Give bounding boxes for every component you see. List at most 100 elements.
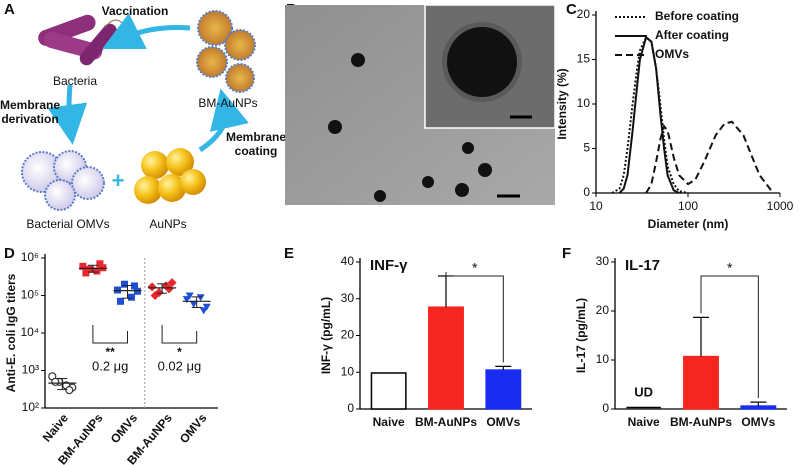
dot xyxy=(202,303,211,311)
step-label: Membrane xyxy=(0,98,60,112)
x-axis-label: Diameter (nm) xyxy=(648,217,729,231)
x-tick-label: BM-AuNPs xyxy=(415,415,477,429)
x-tick-label: 1000 xyxy=(767,199,794,213)
bar xyxy=(683,355,719,410)
plus-sign: + xyxy=(112,168,125,193)
panel-label: C xyxy=(566,1,577,18)
y-tick-label: 0 xyxy=(583,185,590,199)
bracket xyxy=(161,325,198,344)
bar xyxy=(485,369,522,410)
x-tick-label: BM-AuNPs xyxy=(670,415,732,429)
dot xyxy=(96,260,104,268)
bar xyxy=(370,372,407,410)
y-tick-label: 10 xyxy=(341,364,355,378)
chart-title: IL-17 xyxy=(625,257,660,274)
step-label: Vaccination xyxy=(102,4,169,18)
significance: * xyxy=(472,260,478,276)
x-tick-label: OMVs xyxy=(108,411,141,446)
y-tick-label: 10⁶ xyxy=(21,250,39,264)
legend-label: Before coating xyxy=(655,9,739,23)
y-tick-label: 0 xyxy=(347,401,354,415)
panel-label: E xyxy=(284,245,294,262)
bracket xyxy=(445,271,504,363)
series-line xyxy=(645,120,772,194)
step-label: derivation xyxy=(1,112,58,126)
x-tick-label: OMVs xyxy=(741,415,775,429)
y-axis-label: Anti-E. coli IgG titers xyxy=(4,273,18,392)
dot xyxy=(199,307,208,315)
dot xyxy=(196,294,205,302)
panel-label: F xyxy=(562,245,571,262)
x-tick-label: 10 xyxy=(589,199,603,213)
dot xyxy=(134,287,141,295)
y-tick-label: 10³ xyxy=(22,363,39,377)
tem-image xyxy=(285,4,556,205)
dot xyxy=(121,280,128,288)
y-tick-label: 10 xyxy=(596,352,610,366)
dot xyxy=(164,284,174,294)
bracket xyxy=(700,275,759,399)
dot xyxy=(51,377,60,386)
dose-label: 0.02 μg xyxy=(158,358,202,373)
dot xyxy=(167,278,177,288)
y-tick-label: 10 xyxy=(577,96,591,110)
y-tick-label: 10⁵ xyxy=(21,288,39,302)
step-label: coating xyxy=(235,144,278,158)
chart-title: INF-γ xyxy=(370,257,408,274)
dot xyxy=(189,300,198,308)
item-label: AuNPs xyxy=(149,217,186,231)
y-tick-label: 10⁴ xyxy=(20,325,39,339)
dot xyxy=(117,297,124,305)
dot xyxy=(128,293,135,301)
step-label: Membrane xyxy=(226,130,286,144)
x-tick-label: Naive xyxy=(373,415,405,429)
bar xyxy=(740,405,777,410)
x-tick-label: 100 xyxy=(678,199,698,213)
x-tick-label: Naive xyxy=(628,415,660,429)
legend-label: OMVs xyxy=(655,47,689,61)
y-tick-label: 40 xyxy=(341,254,355,268)
item-label: Bacterial OMVs xyxy=(26,217,109,231)
y-axis-label: Intensity (%) xyxy=(555,68,569,139)
significance: ** xyxy=(106,345,116,359)
y-tick-label: 0 xyxy=(602,401,609,415)
y-tick-label: 20 xyxy=(341,328,355,342)
significance: * xyxy=(177,345,182,359)
y-tick-label: 20 xyxy=(596,303,610,317)
dot xyxy=(93,267,101,275)
dot xyxy=(185,292,194,300)
x-tick-label: Naive xyxy=(40,411,72,445)
x-tick-label: OMVs xyxy=(486,415,520,429)
bar xyxy=(428,306,464,410)
panel-label: A xyxy=(4,1,15,18)
significance: * xyxy=(727,260,733,276)
y-tick-label: 30 xyxy=(341,291,355,305)
value-label: UD xyxy=(634,384,653,399)
dose-label: 0.2 μg xyxy=(92,358,128,373)
dot xyxy=(131,282,138,290)
bracket xyxy=(92,325,128,344)
schematic xyxy=(21,10,256,211)
dot xyxy=(79,262,87,270)
dot xyxy=(99,264,107,272)
dot xyxy=(82,269,90,277)
item-label: Bacteria xyxy=(53,74,97,88)
series-line xyxy=(618,35,680,194)
y-tick-label: 30 xyxy=(596,254,610,268)
y-tick-label: 5 xyxy=(583,141,590,155)
y-tick-label: 15 xyxy=(577,52,591,66)
dot xyxy=(182,296,191,304)
series-line xyxy=(611,35,689,194)
legend-label: After coating xyxy=(655,28,729,42)
y-axis-label: IL-17 (pg/mL) xyxy=(574,298,588,373)
dot xyxy=(147,282,157,292)
panel-label: D xyxy=(4,245,15,262)
y-axis-label: INF-γ (pg/mL) xyxy=(319,297,333,374)
y-tick-label: 10² xyxy=(22,400,39,414)
dot xyxy=(86,265,94,273)
dot xyxy=(65,386,74,395)
item-label: BM-AuNPs xyxy=(198,96,257,110)
x-tick-label: OMVs xyxy=(177,411,210,446)
y-tick-label: 20 xyxy=(577,7,591,21)
